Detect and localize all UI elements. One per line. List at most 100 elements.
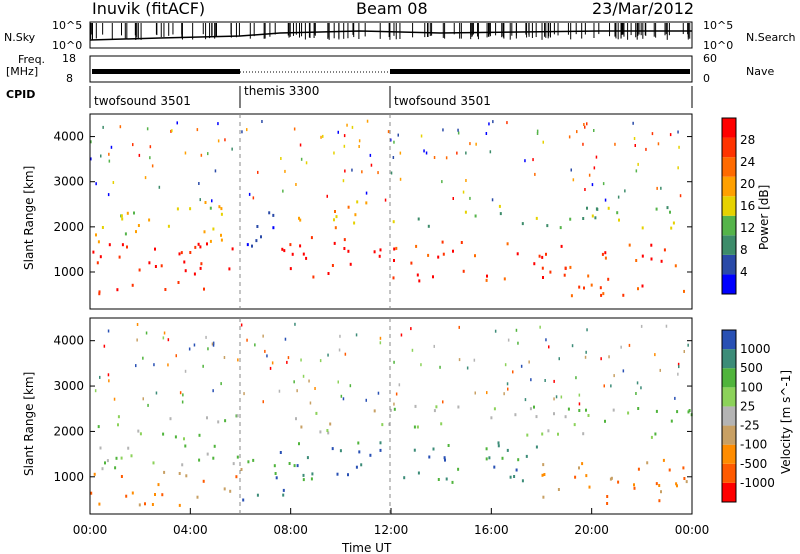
velocity-cell: [178, 503, 181, 507]
power-cell: [593, 166, 596, 170]
velocity-cell: [582, 432, 585, 436]
power-cell: [578, 285, 581, 289]
velocity-cell: [687, 343, 689, 347]
power-cell: [207, 152, 209, 156]
power-cell: [633, 137, 636, 140]
power-cell: [601, 252, 604, 256]
velocity-cell: [139, 432, 142, 436]
power-cell: [154, 247, 156, 251]
power-cell: [220, 238, 223, 242]
velocity-cell: [677, 372, 679, 376]
colorbar-tick-label: -1000: [740, 476, 775, 490]
velocity-cell: [274, 472, 277, 475]
velocity-cell: [296, 464, 299, 468]
velocity-cell: [444, 458, 446, 462]
colorbar-tick-label: -25: [740, 419, 760, 433]
velocity-cell: [675, 482, 678, 486]
power-cell: [441, 240, 444, 244]
velocity-cell: [413, 448, 416, 452]
velocity-cell: [377, 391, 380, 395]
velocity-cell: [517, 458, 520, 462]
velocity-cell: [147, 403, 149, 407]
velocity-cell: [578, 393, 581, 397]
power-cell: [506, 242, 509, 246]
velocity-cell: [606, 502, 609, 505]
power-cell: [456, 151, 458, 155]
velocity-cell: [306, 456, 309, 460]
velocity-cell: [254, 343, 256, 347]
velocity-cell: [571, 344, 574, 348]
power-cell: [563, 273, 566, 277]
power-cell: [343, 247, 346, 250]
velocity-cell: [279, 451, 282, 454]
velocity-cell: [670, 419, 673, 423]
power-cell: [343, 238, 346, 242]
velocity-cell: [302, 374, 305, 378]
velocity-cell: [338, 348, 341, 352]
power-cell: [171, 129, 173, 133]
velocity-cell: [660, 490, 662, 494]
power-cell: [669, 133, 672, 137]
power-cell: [641, 254, 644, 258]
y-tick-label: 4000: [53, 130, 84, 144]
power-ylabel: Slant Range [km]: [22, 166, 36, 270]
cpid-segment-2: themis 3300: [244, 84, 319, 98]
velocity-cell: [311, 472, 314, 476]
velocity-cell: [585, 474, 588, 478]
velocity-cell: [196, 495, 199, 499]
power-scatter: [90, 119, 685, 298]
power-cell: [203, 287, 205, 291]
power-cell: [584, 188, 586, 191]
nsky-trace: [89, 30, 692, 41]
velocity-cell: [557, 432, 559, 436]
velocity-cell: [567, 407, 570, 411]
velocity-cell: [403, 476, 406, 480]
power-cell: [678, 145, 680, 149]
velocity-cell: [117, 423, 119, 427]
velocity-cell: [293, 380, 295, 384]
velocity-cell: [553, 379, 555, 383]
power-cell: [272, 226, 275, 230]
power-cell: [669, 210, 671, 214]
colorbar-cell: [722, 176, 736, 197]
velocity-cell: [504, 363, 507, 367]
velocity-cell: [360, 463, 363, 467]
velocity-cell: [355, 333, 358, 337]
power-cell: [369, 153, 372, 157]
velocity-cell: [494, 329, 497, 333]
velocity-cell: [246, 338, 248, 342]
velocity-cell: [223, 487, 226, 491]
colorbar-cell: [722, 482, 736, 502]
power-cell: [310, 236, 313, 240]
velocity-cell: [326, 429, 329, 432]
velocity-cell: [506, 382, 509, 386]
velocity-cell: [157, 483, 160, 487]
power-cell: [289, 267, 292, 271]
power-cell: [534, 172, 536, 176]
velocity-cell: [658, 499, 661, 503]
velocity-cell: [654, 432, 657, 436]
colorbar-cell: [722, 196, 736, 216]
cpid-segment-3: twofsound 3501: [394, 94, 491, 108]
velocity-cell: [106, 459, 109, 463]
power-cell: [176, 207, 179, 211]
velocity-cell: [163, 331, 166, 335]
velocity-cell: [513, 475, 516, 478]
velocity-cell: [677, 362, 680, 366]
velocity-cell: [315, 411, 318, 415]
freq-tick-top: 18: [62, 52, 76, 65]
velocity-cell: [293, 464, 296, 468]
power-cell: [586, 122, 588, 126]
power-cell: [251, 244, 253, 248]
velocity-cell: [553, 412, 555, 416]
power-cell: [457, 131, 460, 135]
velocity-cell: [628, 343, 631, 347]
power-cell: [358, 145, 360, 148]
power-cell: [392, 220, 395, 224]
velocity-cell: [207, 347, 209, 351]
power-cell: [499, 212, 502, 216]
velocity-cell: [212, 343, 215, 347]
power-cell: [138, 153, 141, 157]
power-cell: [535, 216, 538, 220]
velocity-cell: [236, 414, 239, 418]
